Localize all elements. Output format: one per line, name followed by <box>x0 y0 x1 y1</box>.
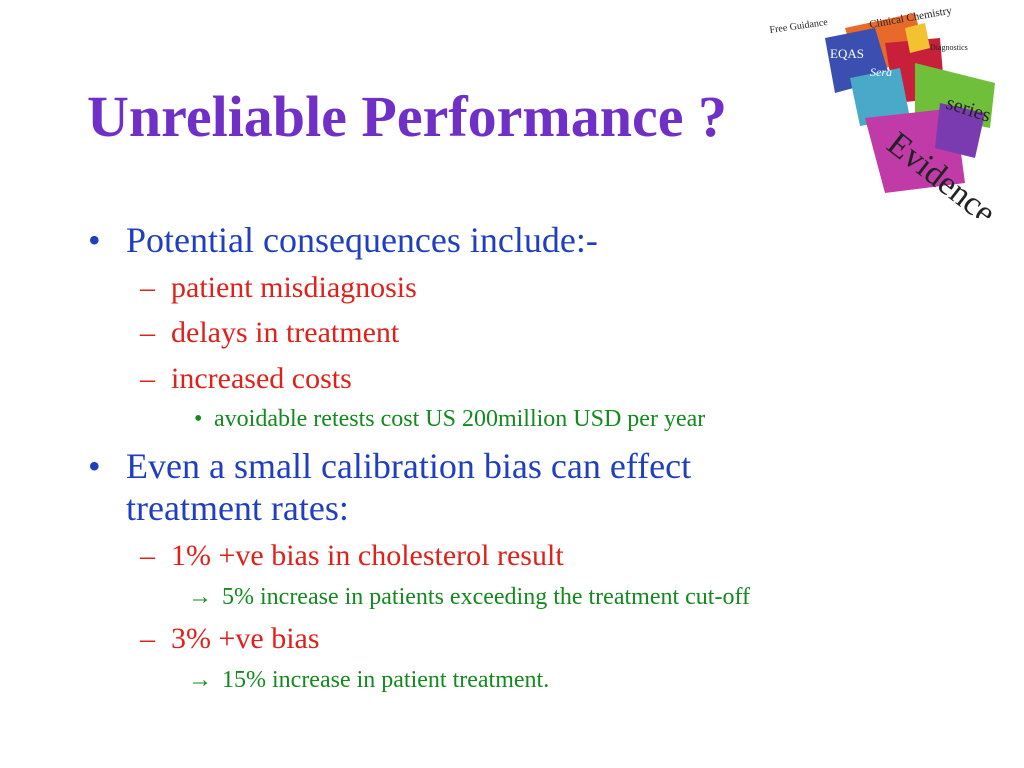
dash-marker: – <box>140 271 155 304</box>
sub-bullet-misdiagnosis: patient misdiagnosis <box>171 271 417 304</box>
dash-marker: – <box>140 362 155 395</box>
arrow-marker: → <box>188 584 212 610</box>
bullet-potential-consequences: Potential consequences include:- <box>126 220 598 260</box>
logo-panel-yellow <box>905 23 930 53</box>
collage-logo-icon: Free Guidance Clinical Chemistry Diagnos… <box>769 8 1003 218</box>
logo-text-diagnostics: Diagnostics <box>930 43 968 52</box>
logo-text-sera: Sera <box>870 65 892 79</box>
bullet-marker: • <box>88 220 101 260</box>
bullet-marker: • <box>88 446 101 486</box>
sub-sub-bullet-retests: avoidable retests cost US 200million USD… <box>214 406 706 432</box>
sub-bullet-delays: delays in treatment <box>171 316 400 349</box>
logo-text-eqas: EQAS <box>830 46 864 61</box>
logo-panel-purple <box>935 103 985 158</box>
sub-bullet-3pct-bias: 3% +ve bias <box>171 622 320 655</box>
bullet-calibration-bias-line1: Even a small calibration bias can effect <box>126 446 692 486</box>
logo-panel-teal <box>850 68 910 126</box>
dash-marker: – <box>140 622 155 655</box>
slide-title: Unreliable Performance ? <box>87 84 727 149</box>
dash-marker: – <box>140 539 155 572</box>
sub-bullet-increased-costs: increased costs <box>171 362 352 395</box>
sub-bullet-cholesterol-bias: 1% +ve bias in cholesterol result <box>171 539 564 572</box>
dash-marker: – <box>140 316 155 349</box>
bullet-calibration-bias-line2: treatment rates: <box>126 488 349 528</box>
arrow-marker: → <box>188 667 212 693</box>
sub-sub-bullet-5pct: 5% increase in patients exceeding the tr… <box>222 584 750 610</box>
bullet-marker: • <box>194 406 203 432</box>
sub-sub-bullet-15pct: 15% increase in patient treatment. <box>222 667 550 693</box>
